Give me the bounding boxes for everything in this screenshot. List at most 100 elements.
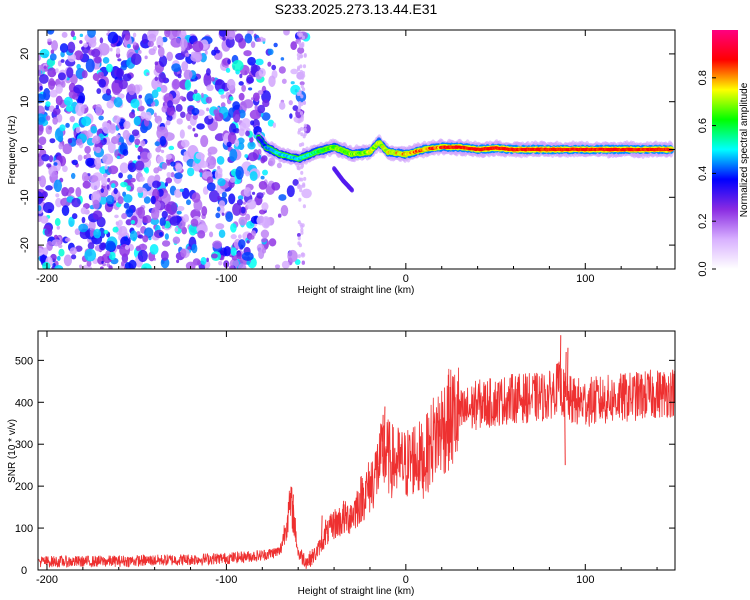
spectrogram-noise-speck — [255, 58, 264, 66]
spectrogram-noise-speck — [249, 109, 262, 120]
spectrogram-noise-speck — [191, 192, 201, 203]
y-tick-label: -10 — [19, 189, 31, 205]
spectrogram-noise-speck — [262, 169, 268, 176]
spectrogram-noise-speck — [228, 193, 236, 205]
spectrogram-noise-speck — [45, 115, 51, 121]
spectrogram-noise-speck — [159, 135, 167, 147]
spectrogram-noise-speck — [248, 87, 253, 91]
spectrogram-noise-speck — [241, 251, 254, 261]
spectrogram-noise-speck — [143, 196, 151, 204]
spectrogram-noise-speck — [245, 130, 250, 137]
spectrogram-noise-speck — [176, 118, 183, 125]
spectrogram-noise-speck — [80, 207, 87, 215]
spectrogram-noise-speck — [303, 127, 307, 132]
colorbar-tick-label: 0.2 — [697, 214, 709, 229]
spectrogram-noise-speck — [129, 230, 138, 242]
spectrogram-noise-speck — [160, 257, 170, 269]
spectrogram-noise-speck — [99, 242, 106, 251]
colorbar-tick-label: 0.6 — [697, 118, 709, 133]
spectrogram-noise-speck — [65, 122, 70, 128]
snr-spike — [566, 347, 569, 401]
spectrogram-noise-speck — [212, 240, 223, 249]
spectrogram-noise-speck — [206, 84, 214, 92]
spectrogram-noise-speck — [104, 165, 108, 170]
spectrogram-noise-speck — [142, 216, 147, 224]
spectrogram-noise-speck — [78, 223, 89, 233]
spectrogram-noise-speck — [186, 91, 195, 102]
spectrogram-noise-speck — [38, 93, 45, 104]
spectrogram-noise-speck — [249, 136, 254, 143]
spectrogram-noise-speck — [136, 186, 144, 194]
spectrogram-noise-speck — [54, 264, 64, 269]
spectrogram-noise-speck — [156, 87, 162, 92]
spectrogram-noise-speck — [181, 47, 185, 52]
spectrogram-noise-speck — [230, 247, 237, 256]
spectrogram-noise-speck — [193, 89, 198, 94]
y-tick-label: 500 — [15, 355, 33, 367]
spectrogram-noise-speck — [299, 81, 305, 86]
spectrogram-noise-speck — [156, 126, 169, 140]
spectrogram-noise-speck — [218, 229, 226, 239]
spectrogram-noise-speck — [134, 138, 141, 146]
spectrogram-noise-speck — [137, 155, 141, 160]
spectrogram-noise-speck — [136, 231, 141, 236]
spectrogram-noise-speck — [84, 145, 91, 154]
spectrogram-noise-speck — [100, 266, 104, 269]
spectrogram-noise-speck — [299, 188, 303, 193]
spectrogram-noise-speck — [38, 69, 42, 76]
spectrogram-noise-speck — [42, 261, 51, 269]
spectrogram-noise-speck — [55, 68, 59, 73]
spectrogram-noise-speck — [95, 193, 101, 199]
spectrogram-noise-speck — [122, 129, 130, 140]
spectrogram-noise-speck — [79, 33, 84, 38]
spectrogram-noise-speck — [66, 67, 74, 79]
spectrogram-noise-speck — [180, 248, 187, 258]
spectrogram-noise-speck — [278, 101, 286, 110]
spectrogram-noise-speck — [117, 58, 122, 62]
spectrogram-noise-speck — [48, 155, 54, 163]
spectrogram-noise-speck — [296, 91, 300, 96]
spectrogram-noise-speck — [302, 64, 307, 69]
snr-y-axis-title: SNR (10 * v/v) — [7, 419, 18, 483]
spectrogram-noise-speck — [109, 47, 113, 52]
spectrogram-noise-speck — [71, 197, 81, 208]
spectrogram-noise-speck — [152, 180, 161, 189]
spectrogram-noise-speck — [210, 77, 216, 82]
spectrogram-noise-speck — [133, 116, 141, 126]
spectrogram-noise-speck — [193, 133, 199, 138]
spectrogram-noise-speck — [214, 79, 226, 93]
spectrogram-noise-speck — [301, 35, 306, 40]
spectrogram-noise-speck — [158, 72, 167, 83]
spectrogram-noise-speck — [147, 40, 154, 47]
spectrogram-noise-speck — [38, 73, 49, 84]
spectrogram-noise-speck — [262, 37, 266, 42]
spectrogram-noise-speck — [71, 254, 77, 260]
spectrogram-noise-speck — [67, 138, 73, 144]
spectrogram-noise-speck — [75, 102, 85, 117]
spectrogram-noise-speck — [171, 63, 181, 73]
spectrogram-noise-speck — [220, 94, 226, 99]
spectrogram-noise-speck — [208, 114, 212, 120]
spectrogram-noise-speck — [272, 122, 277, 128]
spectrogram-noise-speck — [298, 197, 302, 202]
spectrogram-noise-speck — [102, 153, 114, 165]
spectrogram-noise-speck — [122, 73, 132, 82]
spectrogram-noise-speck — [55, 84, 63, 94]
x-tick-label: -200 — [36, 273, 58, 285]
spectrogram-noise-speck — [137, 206, 146, 219]
colorbar-gradient — [712, 30, 738, 269]
spectrogram-noise-speck — [281, 78, 287, 84]
y-tick-label: 400 — [15, 397, 33, 409]
spectrogram-noise-speck — [202, 186, 209, 195]
spectrogram-noise-speck — [206, 68, 211, 76]
snr-plot-background — [38, 331, 675, 570]
spectrogram-noise-speck — [164, 233, 169, 240]
spectrogram-noise-speck — [107, 141, 116, 154]
spectrogram-noise-speck — [258, 209, 266, 215]
spectrogram-noise-speck — [278, 194, 287, 201]
spectrogram-noise-speck — [206, 257, 209, 263]
spectrogram-noise-speck — [123, 120, 131, 130]
spectrogram-noise-speck — [50, 49, 55, 55]
spectrogram-noise-speck — [218, 260, 223, 266]
spectrogram-noise-speck — [107, 177, 111, 183]
